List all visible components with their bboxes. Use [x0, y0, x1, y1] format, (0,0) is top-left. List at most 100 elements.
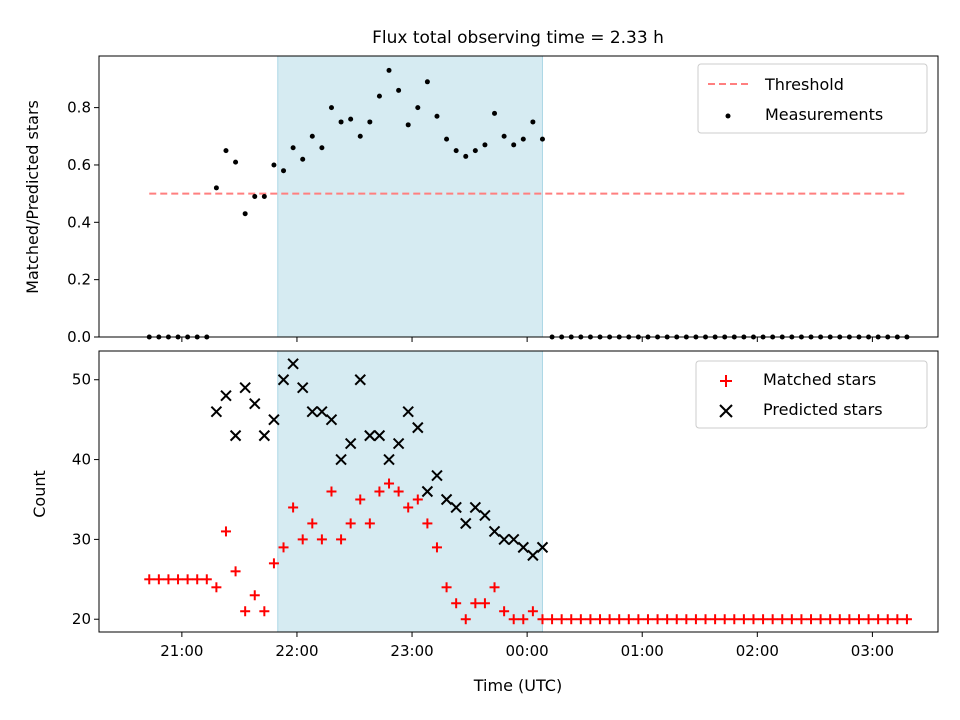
measurements-legend-label: Measurements — [765, 105, 883, 124]
matched-point — [681, 614, 692, 625]
matched-point — [815, 614, 826, 625]
matched-point — [336, 534, 347, 545]
matched-point — [844, 614, 855, 625]
measurement-point — [281, 168, 287, 174]
matched-point — [192, 574, 203, 585]
matched-point — [489, 582, 500, 593]
matched-point — [508, 614, 519, 625]
matched-point — [403, 502, 414, 513]
measurement-point — [319, 145, 325, 151]
predicted-point — [383, 453, 395, 466]
matched-point — [834, 614, 845, 625]
matched-point — [220, 526, 231, 537]
matched-point — [642, 614, 653, 625]
matched-point — [297, 534, 308, 545]
matched-point — [758, 614, 769, 625]
top-shade-rect — [277, 55, 543, 338]
matched-point — [738, 614, 749, 625]
top-panel: 0.00.20.40.60.8 Matched/Predicted stars … — [23, 55, 939, 346]
measurement-point — [271, 162, 277, 168]
bottom-legend: Matched stars Predicted stars — [695, 360, 928, 429]
matched-point — [374, 486, 385, 497]
measurement-point — [539, 136, 545, 142]
measurement-point — [213, 185, 219, 191]
matched-point — [431, 542, 442, 553]
measurement-point — [300, 156, 306, 162]
measurements-legend-swatch — [725, 113, 731, 119]
predicted-point — [249, 397, 261, 410]
matched-point — [853, 614, 864, 625]
bottom-legend-box — [695, 360, 928, 429]
predicted-point — [364, 429, 376, 442]
predicted-point — [335, 453, 347, 466]
matched-point — [882, 614, 893, 625]
matched-point — [604, 614, 615, 625]
bottom-panel: 20 30 40 50 21:00 22:00 23:00 00:00 01:00 02:00 0… — [30, 350, 939, 695]
matched-point — [259, 606, 270, 617]
bottom-y-ticks: 20 30 40 50 — [72, 371, 99, 628]
predicted-point — [268, 413, 280, 426]
predicted-point — [498, 533, 510, 546]
matched-point — [786, 614, 797, 625]
top-y-tick-label: 0.4 — [67, 213, 91, 231]
measurement-point — [242, 211, 248, 217]
predicted-point — [258, 429, 271, 442]
matched-point — [173, 574, 184, 585]
measurement-point — [376, 93, 382, 99]
x-tick-label: 01:00 — [621, 642, 664, 660]
measurement-point — [396, 87, 402, 93]
predicted-point — [450, 501, 462, 514]
matched-point — [671, 614, 682, 625]
matched-point — [652, 614, 663, 625]
x-tick-label: 22:00 — [275, 642, 318, 660]
predicted-point — [488, 525, 501, 538]
predicted-point — [421, 485, 434, 498]
predicted-point — [373, 429, 386, 442]
top-legend-box — [697, 63, 928, 134]
bottom-axes-frame — [98, 350, 939, 633]
matched-point — [537, 614, 548, 625]
predicted-point — [306, 405, 319, 418]
predicted-point — [354, 374, 366, 386]
measurement-point — [338, 119, 344, 125]
measurement-point — [501, 133, 507, 139]
matched-point — [566, 614, 577, 625]
matched-point — [153, 574, 164, 585]
matched-point — [384, 478, 395, 489]
x-tick-label: 21:00 — [160, 642, 203, 660]
matched-point — [393, 486, 404, 497]
matched-legend-swatch — [720, 375, 732, 387]
top-y-tick-label: 0.8 — [67, 99, 91, 117]
matched-point — [595, 614, 606, 625]
matched-point — [316, 534, 327, 545]
predicted-point — [277, 374, 290, 386]
bottom-matched-series — [144, 478, 912, 625]
measurement-point — [328, 105, 334, 111]
predicted-point — [527, 549, 539, 562]
measurement-point — [463, 153, 469, 159]
top-axes-frame — [98, 55, 939, 338]
measurement-point — [233, 159, 239, 165]
matched-point — [355, 494, 366, 505]
matched-point — [451, 598, 462, 609]
predicted-point — [440, 493, 453, 506]
matched-point — [499, 606, 510, 617]
bottom-y-tick-label: 20 — [72, 610, 91, 628]
matched-point — [527, 606, 538, 617]
threshold-legend-label: Threshold — [764, 75, 844, 94]
measurement-point — [453, 148, 459, 154]
matched-point — [710, 614, 721, 625]
matched-point — [422, 518, 433, 529]
predicted-point — [412, 421, 424, 434]
predicted-point — [517, 541, 530, 554]
bottom-x-ticks: 21:00 22:00 23:00 00:00 01:00 02:00 03:00 — [160, 632, 894, 660]
top-y-tick-label: 0.0 — [67, 328, 91, 346]
x-tick-label: 02:00 — [736, 642, 779, 660]
bottom-y-tick-label: 30 — [72, 530, 91, 548]
bottom-y-tick-label: 40 — [72, 451, 91, 469]
top-y-ticks: 0.0 0.2 0.4 0.6 0.8 — [67, 99, 99, 346]
measurement-point — [424, 79, 430, 85]
x-tick-label: 00:00 — [506, 642, 549, 660]
matched-point — [575, 614, 586, 625]
measurement-point — [415, 105, 421, 111]
